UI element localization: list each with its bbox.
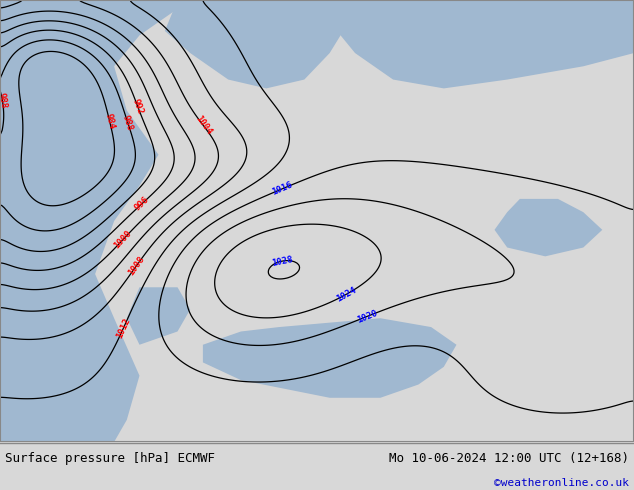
Text: 1020: 1020 bbox=[355, 308, 378, 325]
Text: 1028: 1028 bbox=[271, 255, 294, 268]
Polygon shape bbox=[203, 318, 456, 398]
Text: Mo 10-06-2024 12:00 UTC (12+168): Mo 10-06-2024 12:00 UTC (12+168) bbox=[389, 452, 629, 466]
Text: 1000: 1000 bbox=[112, 229, 134, 250]
Text: 1008: 1008 bbox=[126, 255, 146, 277]
Text: 1004: 1004 bbox=[193, 114, 214, 137]
Text: 996: 996 bbox=[133, 195, 151, 213]
Text: ©weatheronline.co.uk: ©weatheronline.co.uk bbox=[494, 478, 629, 488]
Text: 1016: 1016 bbox=[270, 181, 294, 197]
Text: 992: 992 bbox=[131, 98, 145, 116]
Polygon shape bbox=[127, 287, 190, 345]
Text: 1012: 1012 bbox=[115, 317, 132, 340]
Text: 988: 988 bbox=[121, 114, 134, 132]
Text: 984: 984 bbox=[103, 112, 116, 130]
Polygon shape bbox=[495, 199, 602, 256]
Polygon shape bbox=[165, 0, 349, 88]
Text: 1024: 1024 bbox=[335, 285, 358, 303]
Polygon shape bbox=[0, 0, 178, 442]
Polygon shape bbox=[330, 0, 634, 88]
Text: 988: 988 bbox=[0, 92, 8, 109]
Text: Surface pressure [hPa] ECMWF: Surface pressure [hPa] ECMWF bbox=[5, 452, 215, 466]
